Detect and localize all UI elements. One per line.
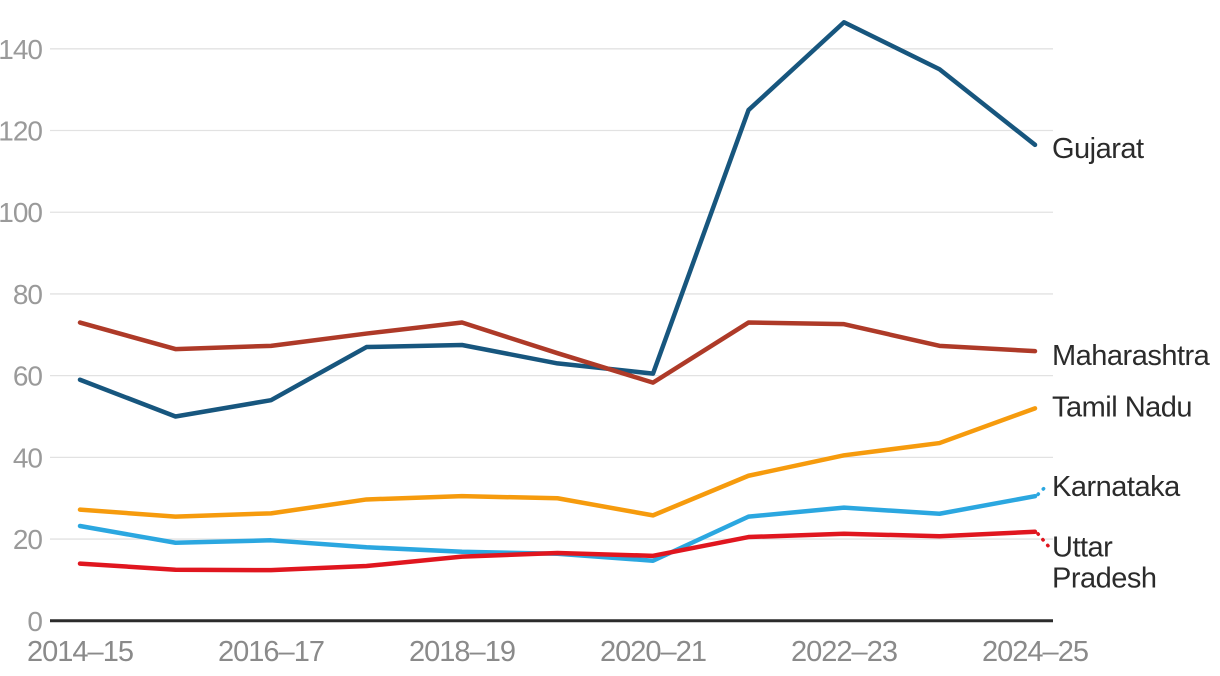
x-axis-tick-label: 2018–19 (409, 636, 515, 668)
y-axis-tick-label: 20 (13, 524, 43, 555)
y-axis-tick-label: 100 (0, 197, 42, 228)
series-line-gujarat (77, 19, 1038, 419)
series-label-uttar-pradesh: Pradesh (1052, 563, 1157, 595)
series-label-gujarat: Gujarat (1052, 133, 1144, 165)
y-axis-tick-label: 140 (0, 34, 42, 65)
x-axis-tick-label: 2020–21 (600, 636, 706, 668)
series-leader-uttar-pradesh (1036, 532, 1050, 548)
series-line-tamil-nadu (77, 406, 1038, 519)
y-axis-tick-label: 60 (13, 361, 43, 392)
y-axis-tick-label: 120 (0, 116, 42, 147)
series-leader-karnataka (1036, 482, 1050, 497)
x-axis-tick-label: 2014–15 (27, 636, 133, 668)
series-line-maharashtra (77, 320, 1038, 385)
x-axis-tick-label: 2022–23 (791, 636, 897, 668)
series-label-tamil-nadu: Tamil Nadu (1052, 391, 1192, 423)
series-label-maharashtra: Maharashtra (1052, 340, 1211, 372)
series-line-uttar-pradesh (77, 529, 1038, 573)
y-axis-tick-label: 80 (13, 279, 43, 310)
x-axis-tick-label: 2024–25 (982, 636, 1088, 668)
series-label-uttar-pradesh: Uttar (1052, 532, 1113, 564)
x-axis-tick-label: 2016–17 (218, 636, 324, 668)
y-axis-tick-label: 40 (13, 442, 43, 473)
y-axis-tick-label: 0 (27, 606, 42, 637)
series-label-karnataka: Karnataka (1052, 471, 1181, 503)
